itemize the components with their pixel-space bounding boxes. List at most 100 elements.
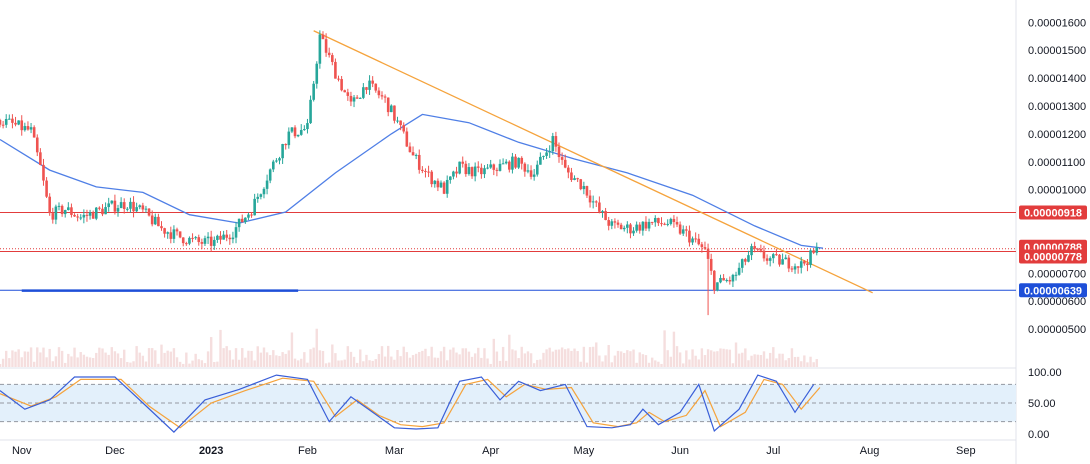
- candle[interactable]: [775, 254, 778, 256]
- candle[interactable]: [647, 221, 651, 229]
- candle[interactable]: [678, 224, 682, 234]
- candle[interactable]: [157, 216, 160, 227]
- candle[interactable]: [362, 87, 365, 98]
- candle[interactable]: [343, 90, 347, 93]
- candle[interactable]: [253, 198, 256, 216]
- candle[interactable]: [567, 167, 570, 173]
- candle[interactable]: [616, 222, 620, 225]
- candle[interactable]: [582, 186, 586, 190]
- candle[interactable]: [815, 247, 819, 253]
- candle[interactable]: [194, 237, 197, 239]
- candle[interactable]: [626, 224, 629, 228]
- candle[interactable]: [734, 274, 738, 276]
- candle[interactable]: [104, 207, 107, 215]
- candle[interactable]: [116, 208, 120, 212]
- candle[interactable]: [629, 224, 632, 234]
- candle[interactable]: [529, 170, 533, 177]
- candle[interactable]: [688, 230, 691, 243]
- candle[interactable]: [414, 154, 418, 156]
- candle[interactable]: [762, 250, 766, 259]
- candle[interactable]: [430, 171, 433, 185]
- candle[interactable]: [219, 235, 222, 240]
- candle[interactable]: [557, 146, 561, 158]
- candle[interactable]: [411, 152, 415, 156]
- candle[interactable]: [439, 182, 443, 188]
- candle[interactable]: [393, 105, 396, 121]
- candle[interactable]: [719, 277, 722, 283]
- candle[interactable]: [781, 259, 784, 265]
- candle[interactable]: [94, 207, 98, 219]
- candle[interactable]: [234, 227, 238, 238]
- candle[interactable]: [29, 127, 33, 130]
- candle[interactable]: [17, 120, 20, 125]
- candle[interactable]: [489, 164, 492, 168]
- candle[interactable]: [806, 263, 809, 266]
- candle[interactable]: [476, 166, 480, 168]
- candle[interactable]: [461, 161, 465, 164]
- candle[interactable]: [504, 161, 508, 164]
- candle[interactable]: [610, 221, 614, 226]
- candle[interactable]: [812, 250, 815, 253]
- candle[interactable]: [452, 171, 455, 177]
- candle[interactable]: [54, 206, 58, 220]
- candle[interactable]: [303, 129, 306, 131]
- candle[interactable]: [268, 169, 272, 181]
- candle[interactable]: [265, 180, 269, 189]
- candle[interactable]: [340, 79, 343, 91]
- candle[interactable]: [619, 224, 623, 230]
- candle[interactable]: [240, 218, 244, 223]
- candle[interactable]: [598, 202, 601, 212]
- candle[interactable]: [228, 237, 232, 240]
- candle[interactable]: [181, 237, 185, 244]
- candle[interactable]: [216, 235, 219, 240]
- candle[interactable]: [352, 97, 356, 102]
- candle[interactable]: [150, 215, 154, 225]
- candle[interactable]: [147, 208, 151, 216]
- candle[interactable]: [622, 227, 626, 230]
- candle[interactable]: [498, 163, 502, 171]
- candle[interactable]: [247, 214, 250, 218]
- candle[interactable]: [126, 208, 129, 210]
- candle[interactable]: [8, 118, 11, 120]
- candle[interactable]: [138, 205, 142, 208]
- candle[interactable]: [703, 247, 707, 249]
- candle[interactable]: [436, 180, 440, 188]
- candle[interactable]: [337, 78, 340, 80]
- candle[interactable]: [98, 207, 101, 209]
- candle[interactable]: [644, 221, 648, 229]
- candle[interactable]: [613, 221, 617, 223]
- candle[interactable]: [793, 266, 797, 270]
- candle[interactable]: [0, 119, 2, 125]
- candle[interactable]: [185, 243, 188, 245]
- candle[interactable]: [110, 200, 114, 204]
- candle[interactable]: [275, 160, 278, 162]
- candle[interactable]: [51, 213, 55, 220]
- candle[interactable]: [604, 210, 607, 221]
- candle[interactable]: [660, 223, 663, 225]
- candle[interactable]: [594, 201, 598, 203]
- candle[interactable]: [445, 179, 449, 194]
- candle[interactable]: [467, 167, 471, 175]
- candle[interactable]: [421, 169, 424, 171]
- candle[interactable]: [744, 259, 747, 262]
- candle[interactable]: [39, 152, 42, 165]
- candle[interactable]: [26, 126, 30, 130]
- candle[interactable]: [346, 92, 350, 96]
- candle[interactable]: [20, 120, 24, 131]
- candle[interactable]: [579, 179, 583, 190]
- candle[interactable]: [160, 226, 163, 229]
- candles-layer[interactable]: [0, 30, 819, 316]
- candle[interactable]: [225, 234, 229, 238]
- candle[interactable]: [374, 83, 378, 91]
- candle[interactable]: [517, 157, 520, 168]
- candle[interactable]: [209, 236, 213, 246]
- candle[interactable]: [386, 97, 390, 113]
- candle[interactable]: [501, 163, 505, 165]
- candle[interactable]: [560, 157, 564, 160]
- candle[interactable]: [563, 159, 567, 168]
- candle[interactable]: [712, 270, 716, 291]
- candle[interactable]: [169, 232, 173, 239]
- candle[interactable]: [107, 203, 110, 208]
- candle[interactable]: [178, 231, 182, 238]
